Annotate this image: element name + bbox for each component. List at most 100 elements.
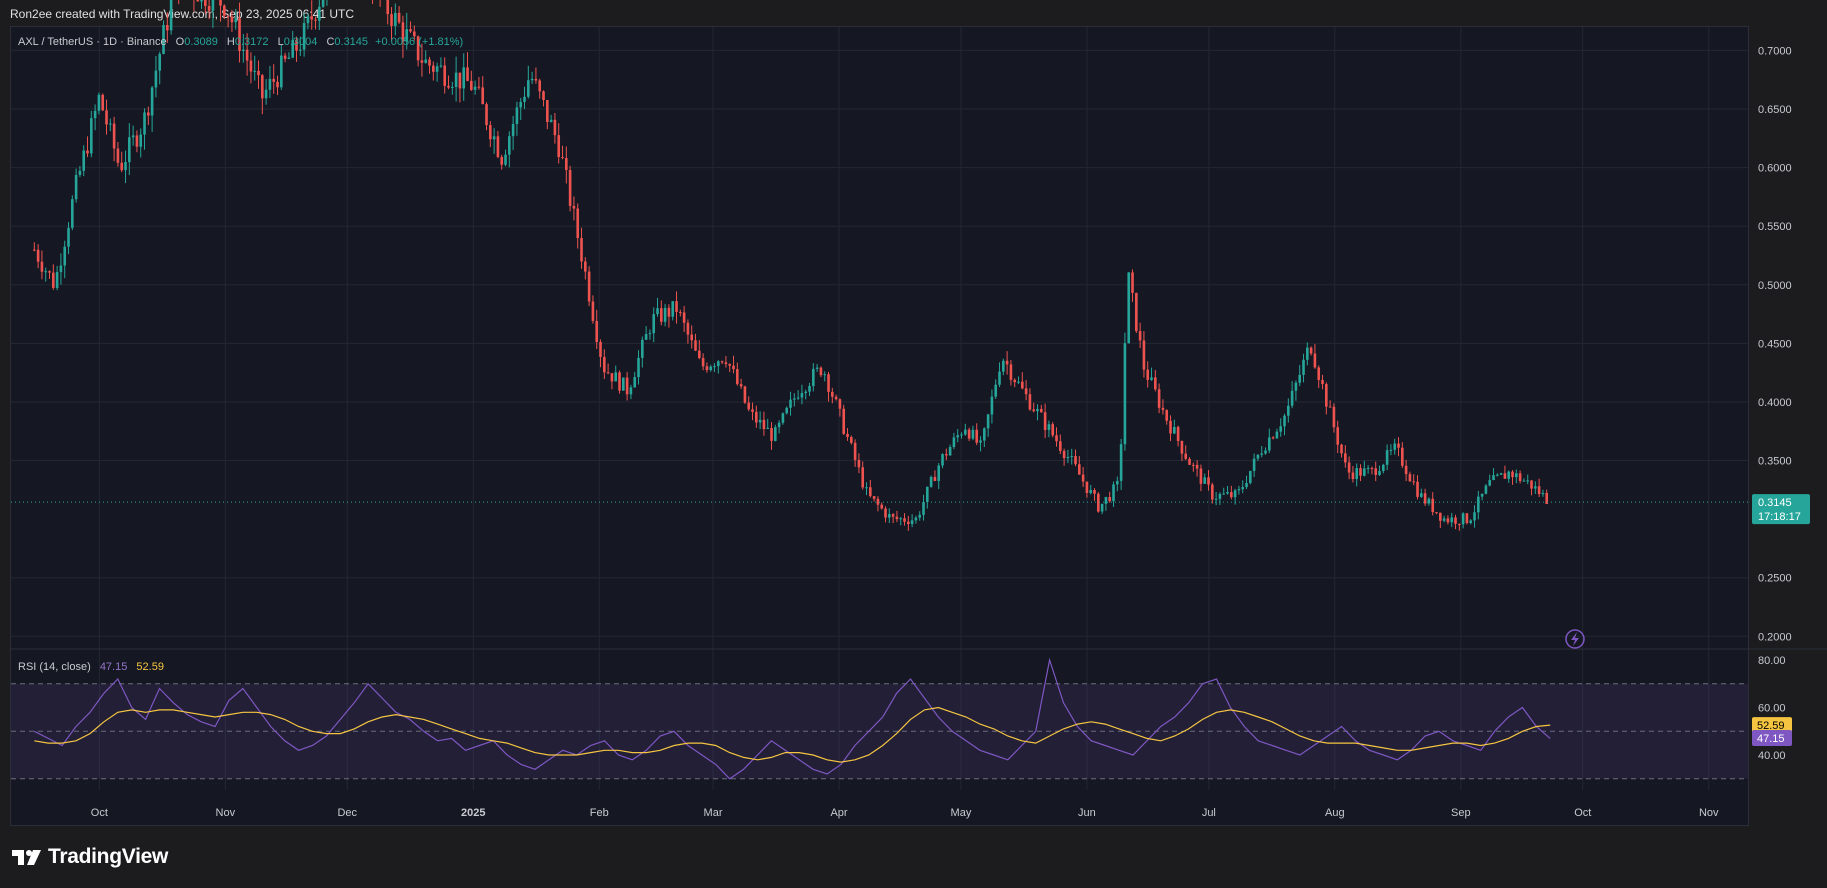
candle	[443, 57, 447, 94]
candle	[941, 453, 944, 469]
candle	[1469, 519, 1473, 525]
candle	[591, 295, 595, 324]
candle	[580, 227, 583, 269]
candle	[694, 333, 697, 352]
candle	[679, 309, 682, 317]
lightning-icon[interactable]	[1565, 629, 1585, 649]
candle	[789, 391, 792, 416]
candle	[226, 15, 230, 28]
candle	[291, 30, 295, 59]
candle	[766, 418, 770, 430]
candle	[709, 364, 713, 372]
candle	[386, 0, 390, 25]
candle	[660, 300, 663, 326]
candle	[1070, 448, 1074, 465]
candle	[884, 506, 887, 523]
time-tick-label: Nov	[216, 807, 236, 819]
tradingview-logo[interactable]: TradingView	[12, 845, 168, 869]
candle	[1184, 445, 1188, 461]
time-axis[interactable]: Oct Nov Dec 2025 Feb Mar Apr May Jun Jul Aug Sep Oct…	[91, 807, 1719, 819]
candle	[808, 382, 811, 397]
candle	[910, 514, 914, 528]
candle	[1537, 478, 1541, 498]
candle	[112, 116, 116, 162]
candle	[253, 55, 257, 81]
candle	[1298, 364, 1302, 387]
candle	[914, 515, 918, 524]
candle	[720, 360, 724, 365]
candle	[1294, 380, 1298, 401]
candle	[1416, 475, 1419, 500]
candle	[1173, 419, 1176, 435]
candle	[515, 101, 519, 136]
candle	[998, 362, 1001, 388]
candle	[644, 326, 648, 340]
candle	[1154, 369, 1157, 392]
price-badge-countdown: 17:18:17	[1758, 511, 1801, 523]
price-tick-label: 0.6000	[1758, 163, 1792, 175]
candle	[739, 378, 743, 389]
symbol-legend[interactable]: AXL / TetherUS · 1D · Binance O0.3089 H0…	[18, 36, 463, 48]
candle	[1507, 470, 1511, 483]
candle	[1157, 383, 1161, 414]
candle	[36, 244, 40, 269]
candle	[264, 79, 268, 105]
candle	[557, 123, 561, 164]
candle	[880, 502, 884, 510]
candle	[489, 121, 492, 148]
candle	[249, 52, 253, 84]
candle	[287, 52, 291, 60]
candle	[1423, 488, 1427, 507]
candle	[162, 20, 165, 55]
rsi-ma-line	[34, 706, 1551, 763]
candle	[671, 301, 675, 321]
candle	[1332, 403, 1336, 433]
candle	[1211, 482, 1214, 504]
candle	[1370, 466, 1374, 475]
price-axis[interactable]: 0.7000 0.6500 0.6000 0.5500 0.5000 0.4500 0.40…	[1758, 45, 1792, 762]
candle	[492, 128, 496, 154]
rsi-ma-legend-value: 52.59	[136, 661, 164, 673]
candle	[1226, 485, 1229, 495]
rsi-lines	[34, 657, 1551, 780]
candle	[1271, 436, 1275, 440]
candle	[310, 0, 314, 30]
candle	[534, 67, 538, 84]
candle	[1131, 269, 1134, 302]
candle	[713, 363, 716, 372]
candle	[1458, 523, 1461, 531]
candle	[1309, 346, 1313, 356]
rsi-legend[interactable]: RSI (14, close) 47.15 52.59	[18, 661, 164, 673]
candle	[800, 384, 804, 405]
candle	[865, 482, 868, 496]
candle	[48, 270, 51, 279]
candles	[33, 0, 1549, 531]
candle	[485, 102, 488, 131]
candle	[93, 104, 97, 131]
candle	[774, 424, 777, 442]
candle	[1435, 512, 1438, 515]
candle	[1081, 467, 1085, 487]
candle	[1306, 342, 1309, 366]
candle	[956, 429, 960, 443]
candle	[74, 168, 78, 203]
candle	[1290, 381, 1294, 409]
chart-frame[interactable]	[10, 26, 1749, 826]
candle	[413, 25, 416, 41]
candle	[280, 44, 283, 90]
candle	[622, 377, 625, 391]
candle	[405, 12, 409, 50]
candle	[447, 75, 450, 90]
time-tick-label: Oct	[1574, 807, 1591, 819]
candle	[109, 118, 112, 132]
high-value: 0.3172	[234, 36, 269, 48]
candle	[245, 33, 249, 76]
candle	[1028, 388, 1032, 411]
candle	[207, 0, 211, 20]
candle	[481, 76, 485, 105]
candle	[842, 404, 846, 435]
candle	[219, 0, 222, 22]
price-tick-label: 0.2500	[1758, 573, 1792, 585]
candle	[1275, 428, 1279, 439]
